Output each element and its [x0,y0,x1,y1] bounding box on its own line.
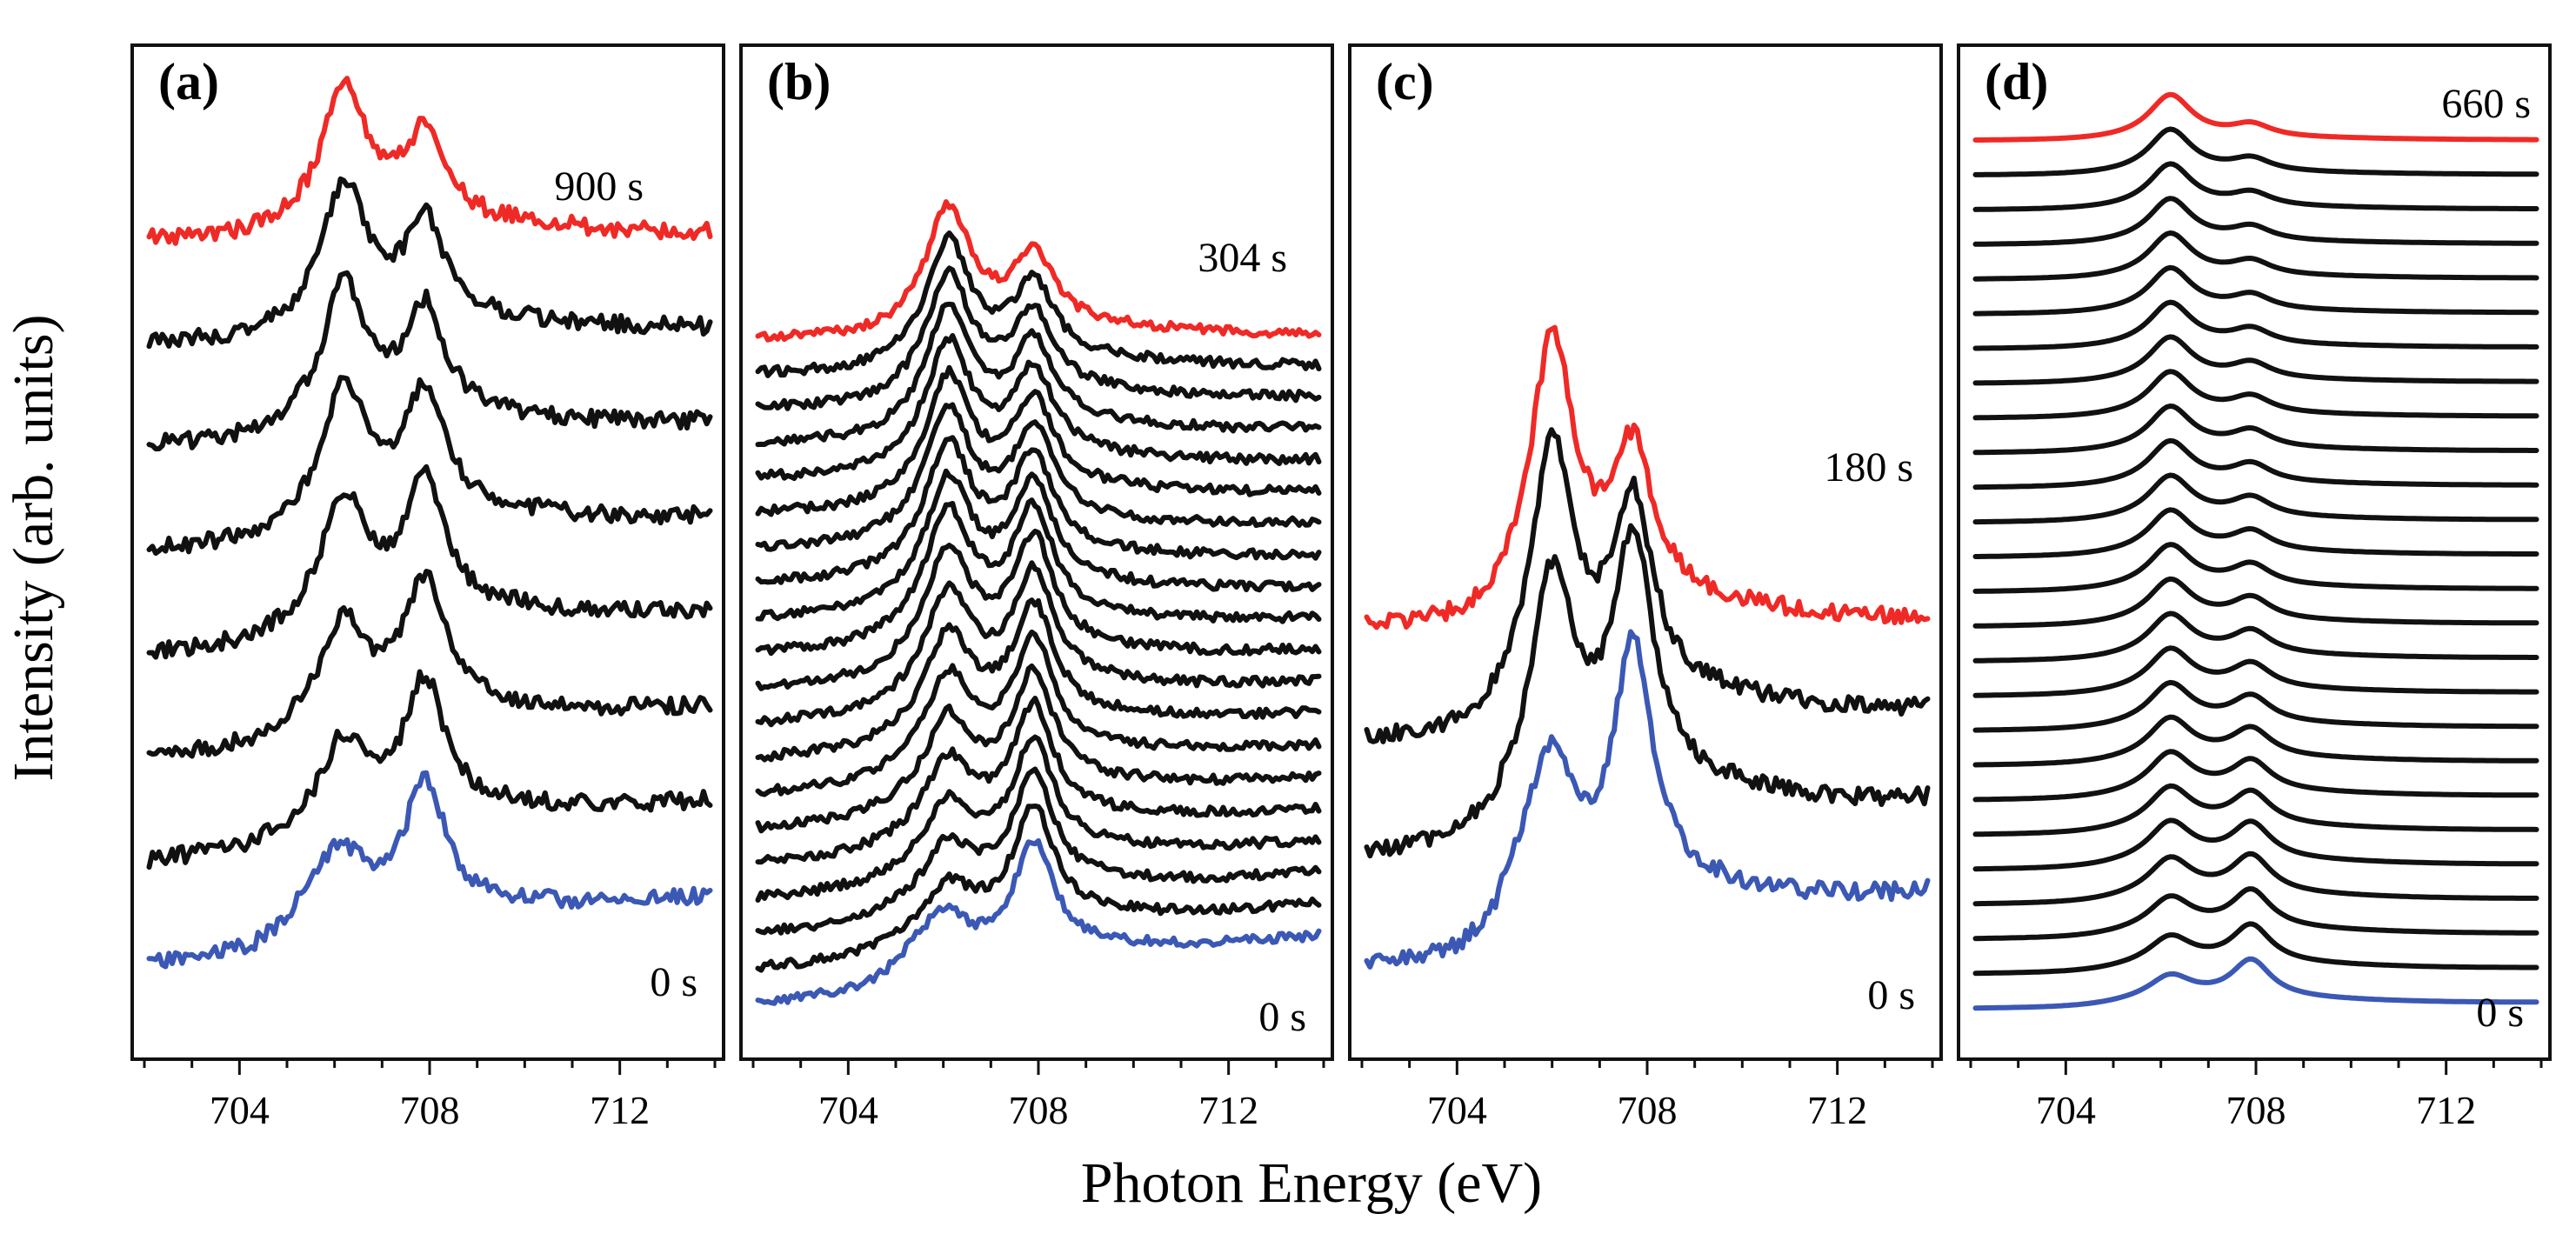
spectrum-line [1364,427,1931,744]
spectrum-line [1972,196,2539,247]
x-tick-label: 704 [2036,1088,2096,1132]
panel-frame [1348,43,1943,1061]
spectrum-line [146,76,713,246]
spectrum-line [1364,523,1931,859]
spectrum-line [1364,324,1931,630]
x-tick-label: 708 [400,1088,460,1132]
panel-1: 704 708 712 (b) 0 s 304 s [739,43,1334,1132]
spectrum-line [755,837,1322,1006]
panel-2: 704 708 712 (c) 0 s 180 s [1348,43,1943,1132]
spectrum-line [1972,404,2539,456]
panel-label: (c) [1376,53,1434,110]
spectrum-line [146,464,713,660]
spectrum-line [146,375,713,557]
x-tick-label: 704 [818,1088,878,1132]
spectrum-line [755,560,1322,728]
x-tick-label: 712 [590,1088,650,1132]
panel-frame [739,43,1334,1061]
panel-label: (b) [767,53,831,110]
spectrum-line [1972,472,2539,525]
spectrum-line [1972,437,2539,490]
spectrum-line [755,435,1322,585]
x-axis-title: Photon Energy (eV) [1081,1151,1542,1215]
spectrum-line [755,696,1322,865]
spectrum-line [1972,817,2539,872]
x-tick-label: 704 [1427,1088,1487,1132]
spectrum-line [755,629,1322,797]
spectrum-line [1972,645,2539,698]
spectrum-line [755,528,1322,691]
last-time-label: 304 s [1198,235,1287,281]
first-time-label: 0 s [1867,972,1915,1018]
spectrum-line [1972,679,2539,733]
spectrum-line [755,468,1322,622]
spectrum-line [1972,126,2539,177]
first-time-label: 0 s [2476,990,2524,1036]
panel-0: 704 708 712 (a) 0 s 900 s [130,43,725,1132]
spectrum-line [1972,576,2539,629]
spectrum-line [755,663,1322,834]
last-time-label: 660 s [2441,81,2531,127]
panel-frame [1957,43,2552,1061]
spectrum-line [1972,610,2539,664]
spectrum-line [1364,629,1931,970]
spectrum-line [1972,783,2539,837]
x-tick-label: 704 [210,1088,270,1132]
x-tick-label: 708 [1618,1088,1678,1132]
spectrum-line [146,176,713,350]
spectrum-line [755,364,1322,517]
x-tick-label: 708 [1009,1088,1069,1132]
spectrum-line [755,597,1322,763]
x-tick-label: 712 [2416,1088,2476,1132]
spectrum-line [146,770,713,970]
spectrum-line [146,569,713,759]
x-tick-label: 708 [2226,1088,2286,1132]
spectrum-line [1972,369,2539,421]
spectrum-line [146,669,713,870]
x-tick-label: 712 [1198,1088,1258,1132]
spectrum-line [755,199,1322,343]
x-tick-label: 712 [1807,1088,1867,1132]
spectrum-line [1972,921,2539,977]
first-time-label: 0 s [1258,994,1306,1040]
panels: 704 708 712 (a) 0 s 900 s 704 708 712 (b) 0 s 304 s… [130,43,2552,1132]
spectrum-line [1972,956,2539,1011]
spectrum-line [755,230,1322,378]
last-time-label: 180 s [1824,444,1913,490]
spectrum-line [755,301,1322,448]
spectrum-line [1972,850,2539,907]
spectrum-line [1972,507,2539,559]
panel-3: 704 708 712 (d) 0 s 660 s [1957,43,2552,1132]
panel-label: (a) [158,53,219,110]
spectrum-line [755,265,1322,411]
spectrum-line [755,497,1322,657]
spectrum-line [1972,161,2539,212]
panel-label: (d) [1985,53,2048,110]
spectrum-line [1972,264,2539,317]
spectrum-line [1972,334,2539,386]
spectrum-line [755,333,1322,482]
spectrum-line [146,270,713,452]
spectrum-line [1972,91,2539,143]
first-time-label: 0 s [650,959,697,1005]
spectrum-line [1972,230,2539,282]
spectrum-line [1972,749,2539,803]
spectrum-line [755,734,1322,903]
spectrum-line [755,402,1322,552]
spectrum-line [1972,299,2539,351]
spectrum-line [1972,886,2539,942]
spectrum-line [755,804,1322,973]
y-axis-title: Intensity (arb. units) [2,314,65,781]
panel-frame [130,43,725,1061]
last-time-label: 900 s [554,163,644,210]
spectrum-line [1972,542,2539,594]
spectrum-line [1972,714,2539,768]
spectrum-line [755,766,1322,936]
